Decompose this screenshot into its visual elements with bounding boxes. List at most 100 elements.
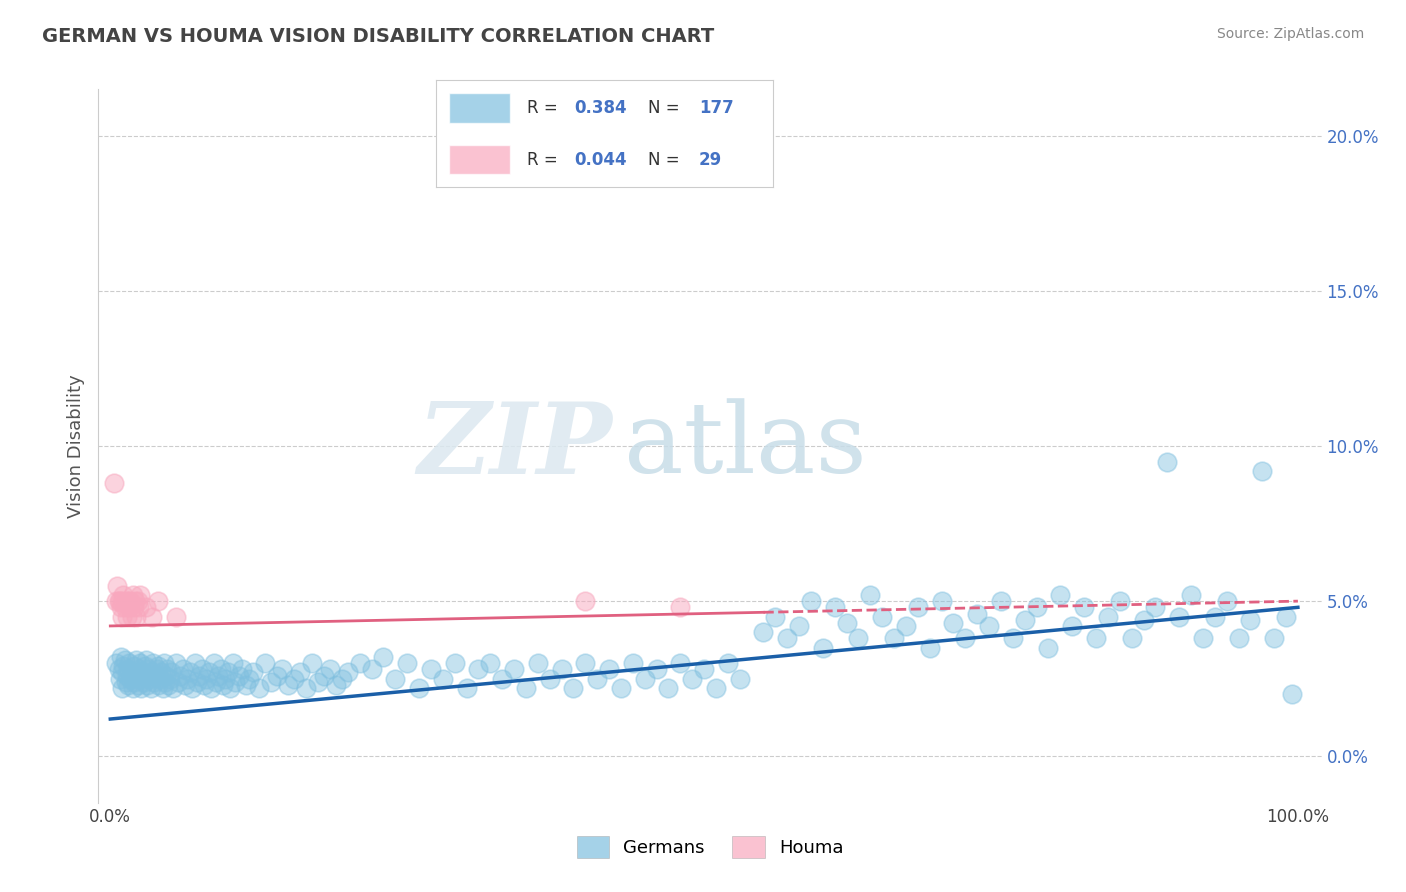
Point xyxy=(253,656,276,670)
Text: Source: ZipAtlas.com: Source: ZipAtlas.com xyxy=(1216,27,1364,41)
Point xyxy=(894,619,917,633)
Point xyxy=(162,681,184,695)
Text: N =: N = xyxy=(648,99,681,117)
Text: atlas: atlas xyxy=(624,398,868,494)
Point xyxy=(1204,609,1226,624)
Point xyxy=(121,665,143,680)
Point xyxy=(1085,632,1108,646)
Point xyxy=(115,609,138,624)
Point xyxy=(693,662,716,676)
Point xyxy=(1132,613,1154,627)
Point xyxy=(1156,454,1178,468)
Point xyxy=(859,588,882,602)
Point xyxy=(1251,464,1274,478)
Point xyxy=(129,656,152,670)
FancyBboxPatch shape xyxy=(450,145,510,175)
Point xyxy=(1025,600,1047,615)
Point xyxy=(550,662,572,676)
Point xyxy=(990,594,1012,608)
Point xyxy=(114,653,136,667)
Point xyxy=(277,678,299,692)
Point xyxy=(336,665,359,680)
Point xyxy=(221,656,243,670)
Point xyxy=(408,681,430,695)
Point xyxy=(111,594,134,608)
Point xyxy=(200,681,222,695)
Point xyxy=(645,662,668,676)
Point xyxy=(1180,588,1202,602)
Point xyxy=(259,674,281,689)
Point xyxy=(165,609,187,624)
Point xyxy=(955,632,977,646)
Point xyxy=(217,665,239,680)
Point xyxy=(112,659,135,673)
Point xyxy=(787,619,810,633)
Legend: Germans, Houma: Germans, Houma xyxy=(569,829,851,865)
Point xyxy=(598,662,620,676)
Point xyxy=(290,665,312,680)
Point xyxy=(574,656,596,670)
Point xyxy=(295,681,318,695)
Point xyxy=(491,672,513,686)
Point xyxy=(127,678,149,692)
Point xyxy=(125,653,148,667)
Point xyxy=(135,600,157,615)
Point xyxy=(586,672,609,686)
Point xyxy=(1062,619,1084,633)
Point xyxy=(717,656,740,670)
Point xyxy=(202,656,225,670)
Point xyxy=(114,600,136,615)
Point xyxy=(420,662,443,676)
Point xyxy=(125,609,148,624)
Point xyxy=(312,668,335,682)
Point xyxy=(129,672,152,686)
Point xyxy=(373,650,395,665)
Point xyxy=(1227,632,1250,646)
Point xyxy=(108,594,131,608)
Point xyxy=(515,681,537,695)
Point xyxy=(205,674,228,689)
Point xyxy=(776,632,799,646)
Point xyxy=(224,674,246,689)
Point xyxy=(128,662,150,676)
Point xyxy=(669,656,692,670)
Point xyxy=(193,678,215,692)
Point xyxy=(139,681,162,695)
Text: R =: R = xyxy=(527,99,558,117)
Point xyxy=(107,662,129,676)
Text: GERMAN VS HOUMA VISION DISABILITY CORRELATION CHART: GERMAN VS HOUMA VISION DISABILITY CORREL… xyxy=(42,27,714,45)
Point xyxy=(190,662,212,676)
Point xyxy=(307,674,329,689)
Point xyxy=(621,656,644,670)
Point xyxy=(165,656,187,670)
Point xyxy=(167,674,190,689)
Point xyxy=(977,619,1000,633)
Point xyxy=(228,668,250,682)
Point xyxy=(152,681,174,695)
Point xyxy=(1121,632,1143,646)
Point xyxy=(728,672,751,686)
Point xyxy=(574,594,596,608)
Point xyxy=(330,672,353,686)
Point xyxy=(301,656,323,670)
Point xyxy=(157,678,180,692)
Point xyxy=(145,662,167,676)
Point xyxy=(169,668,191,682)
Point xyxy=(149,672,172,686)
Point xyxy=(179,665,201,680)
Point xyxy=(174,678,197,692)
Point xyxy=(176,672,198,686)
Point xyxy=(111,609,134,624)
Point xyxy=(146,678,169,692)
Point xyxy=(135,668,157,682)
Point xyxy=(115,668,138,682)
Point xyxy=(122,600,145,615)
Point xyxy=(120,672,142,686)
Point xyxy=(135,653,157,667)
Point xyxy=(124,594,146,608)
Point xyxy=(186,674,208,689)
Point xyxy=(110,650,132,665)
Point xyxy=(112,588,135,602)
Point xyxy=(1281,687,1303,701)
Point xyxy=(132,674,155,689)
